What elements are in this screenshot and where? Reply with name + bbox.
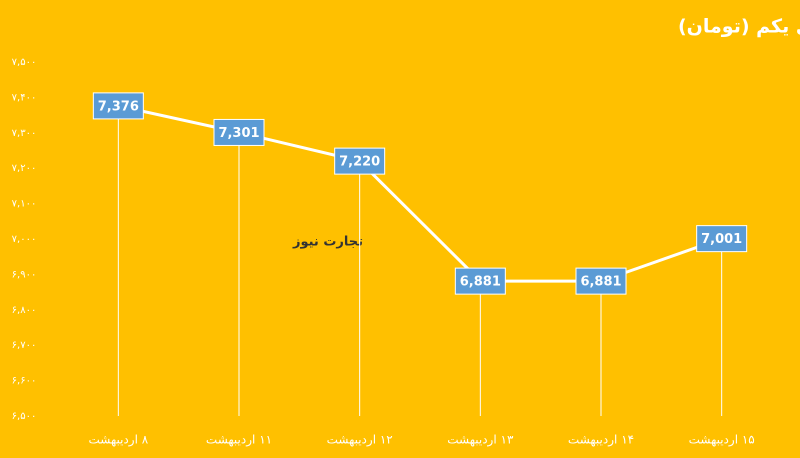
y-tick-label: ۷,۳۰۰ [12,128,37,139]
x-tick-label: ۱۵ اردیبهشت [689,433,755,448]
y-tick-label: ۶,۷۰۰ [12,340,37,351]
data-label: 6,881 [580,275,621,290]
y-tick-label: ۷,۰۰۰ [12,234,37,245]
x-tick-label: ۱۴ اردیبهشت [568,433,634,448]
y-tick-label: ۶,۵۰۰ [12,411,37,422]
label-box [696,225,748,253]
data-label: 6,881 [460,275,501,290]
y-tick-label: ۶,۶۰۰ [12,376,37,387]
y-tick-label: ۶,۸۰۰ [12,305,37,316]
line [118,104,723,283]
watermark: تجارت نیوز [292,235,363,250]
label-box [92,92,144,120]
x-tick-label: ۸ اردیبهشت [88,433,148,448]
x-tick-label: ۱۱ اردیبهشت [206,433,272,448]
x-tick-label: ۱۲ اردیبهشت [327,433,393,448]
label-box [454,267,506,295]
data-label: 7,376 [98,99,139,114]
y-tick-label: ۷,۱۰۰ [12,199,37,210]
x-tick-label: ۱۳ اردیبهشت [447,433,514,448]
label-box [213,118,265,146]
data-label: 7,220 [339,155,380,170]
label-box [334,147,386,175]
data-label: 7,001 [701,232,742,247]
y-tick-label: ۶,۹۰۰ [12,269,37,280]
y-tick-label: ۷,۴۰۰ [12,92,37,103]
chart-title: روند تغییرات قیمت پایانی هر واحد پالایشی… [678,16,800,38]
label-box [575,267,627,295]
y-tick-label: ۷,۵۰۰ [12,57,37,68]
y-tick-label: ۷,۲۰۰ [12,163,37,174]
data-label: 7,301 [218,126,259,141]
